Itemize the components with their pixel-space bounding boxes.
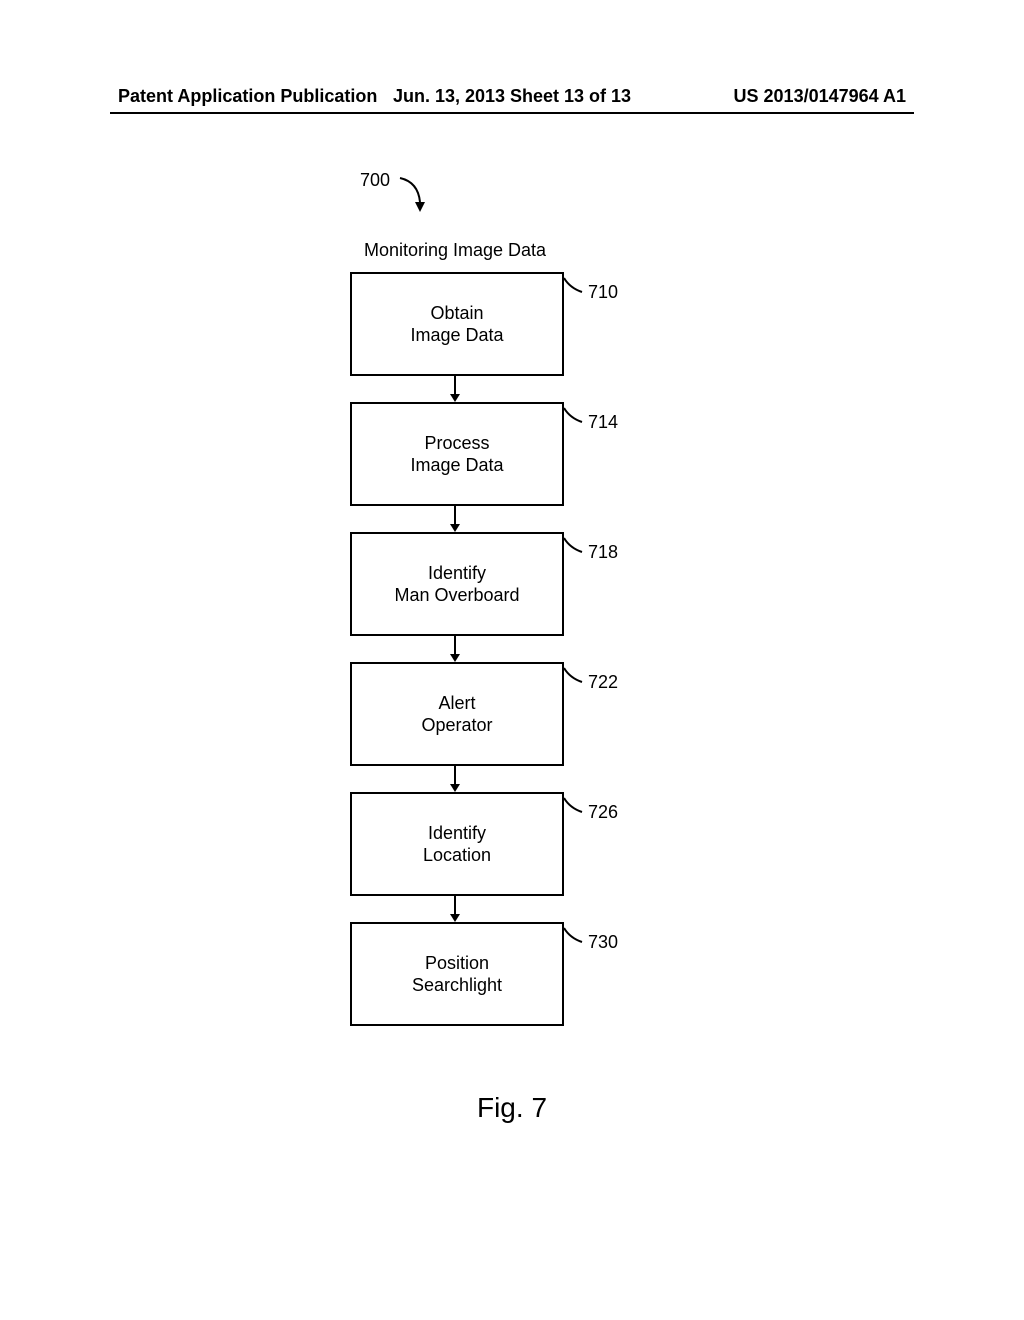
flow-arrow-icon: [445, 894, 465, 924]
flow-step-line1: Obtain: [430, 302, 483, 325]
flow-step-line2: Image Data: [410, 324, 503, 347]
page: Patent Application Publication Jun. 13, …: [0, 0, 1024, 1320]
ref-hook-icon: [564, 408, 604, 438]
flow-step-line1: Alert: [438, 692, 475, 715]
flow-step-line2: Searchlight: [412, 974, 502, 997]
flow-step-line2: Image Data: [410, 454, 503, 477]
flow-step-line1: Identify: [428, 822, 486, 845]
figure-number-arrow-icon: [350, 170, 470, 230]
figure-caption: Fig. 7: [0, 1092, 1024, 1124]
ref-hook-icon: [564, 538, 604, 568]
flow-arrow-icon: [445, 764, 465, 794]
flow-step-n4: AlertOperator: [350, 662, 564, 766]
flow-step-line1: Identify: [428, 562, 486, 585]
ref-hook-icon: [564, 668, 604, 698]
flow-step-line2: Man Overboard: [394, 584, 519, 607]
header-patent-number: US 2013/0147964 A1: [734, 86, 906, 107]
figure-number-callout: 700: [350, 170, 680, 220]
flow-step-n6: PositionSearchlight: [350, 922, 564, 1026]
ref-hook-icon: [564, 798, 604, 828]
ref-hook-icon: [564, 928, 604, 958]
flow-step-n1: ObtainImage Data: [350, 272, 564, 376]
flow-step-n2: ProcessImage Data: [350, 402, 564, 506]
flow-step-n5: IdentifyLocation: [350, 792, 564, 896]
header-rule: [110, 112, 914, 114]
flow-step-line2: Location: [423, 844, 491, 867]
flow-arrow-icon: [445, 634, 465, 664]
flow-step-line1: Process: [424, 432, 489, 455]
flow-step-line2: Operator: [421, 714, 492, 737]
flow-arrow-icon: [445, 374, 465, 404]
flow-arrow-icon: [445, 504, 465, 534]
ref-hook-icon: [564, 278, 604, 308]
flow-step-n3: IdentifyMan Overboard: [350, 532, 564, 636]
flowchart-title: Monitoring Image Data: [350, 240, 560, 261]
flow-step-line1: Position: [425, 952, 489, 975]
